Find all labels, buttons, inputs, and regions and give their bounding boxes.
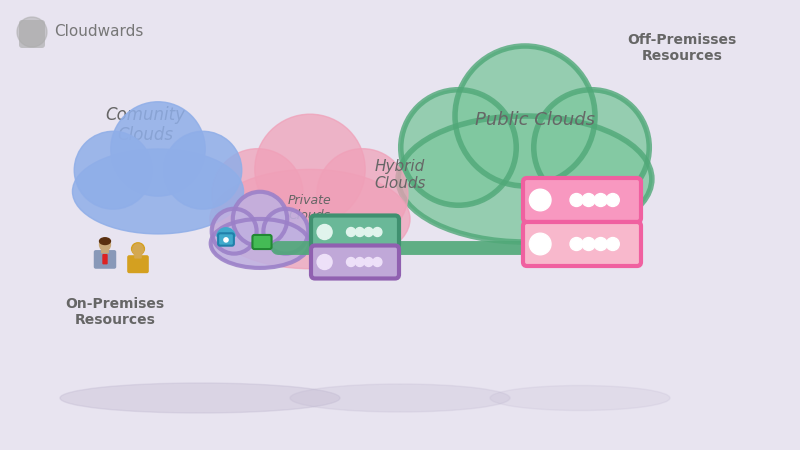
Text: Private
Clouds: Private Clouds	[288, 194, 332, 222]
FancyBboxPatch shape	[101, 248, 109, 253]
Ellipse shape	[490, 386, 670, 410]
Text: On-Premises
Resources: On-Premises Resources	[66, 297, 165, 327]
Circle shape	[254, 114, 365, 225]
Circle shape	[164, 131, 242, 209]
Ellipse shape	[131, 243, 145, 255]
Text: Hybrid
Clouds: Hybrid Clouds	[374, 159, 426, 191]
Circle shape	[317, 148, 408, 240]
Circle shape	[534, 90, 650, 205]
Ellipse shape	[210, 169, 410, 269]
Circle shape	[606, 238, 619, 251]
Circle shape	[373, 257, 382, 266]
Circle shape	[346, 257, 355, 266]
Circle shape	[606, 194, 619, 207]
FancyBboxPatch shape	[253, 235, 271, 249]
Circle shape	[582, 194, 595, 207]
Ellipse shape	[290, 384, 510, 412]
FancyBboxPatch shape	[19, 20, 45, 48]
FancyBboxPatch shape	[523, 178, 641, 222]
FancyBboxPatch shape	[94, 250, 116, 269]
Ellipse shape	[398, 116, 652, 242]
Circle shape	[263, 209, 308, 254]
Circle shape	[212, 209, 257, 254]
Circle shape	[317, 225, 332, 239]
FancyBboxPatch shape	[102, 254, 108, 265]
Circle shape	[582, 238, 595, 251]
Circle shape	[570, 238, 583, 251]
FancyBboxPatch shape	[523, 222, 641, 266]
Circle shape	[570, 194, 583, 207]
Circle shape	[110, 102, 205, 196]
Circle shape	[355, 228, 364, 237]
FancyBboxPatch shape	[127, 255, 149, 273]
FancyBboxPatch shape	[311, 246, 399, 279]
Circle shape	[74, 131, 152, 209]
Circle shape	[594, 194, 607, 207]
Text: Comunity
Clouds: Comunity Clouds	[105, 106, 185, 144]
FancyBboxPatch shape	[218, 233, 234, 246]
Ellipse shape	[73, 149, 243, 234]
FancyBboxPatch shape	[134, 252, 142, 259]
Ellipse shape	[99, 238, 110, 251]
Circle shape	[355, 257, 364, 266]
Ellipse shape	[133, 244, 143, 256]
Circle shape	[455, 46, 595, 186]
Circle shape	[364, 257, 373, 266]
Text: Cloudwards: Cloudwards	[54, 24, 143, 40]
FancyBboxPatch shape	[311, 216, 399, 248]
Circle shape	[224, 238, 228, 242]
Circle shape	[212, 148, 303, 240]
Text: Off-Premisses
Resources: Off-Premisses Resources	[627, 33, 737, 63]
Text: Public Clouds: Public Clouds	[475, 111, 595, 129]
Ellipse shape	[60, 383, 340, 413]
Circle shape	[317, 255, 332, 270]
Circle shape	[401, 90, 516, 205]
Circle shape	[233, 192, 287, 246]
Ellipse shape	[99, 238, 110, 244]
Circle shape	[594, 238, 607, 251]
Circle shape	[373, 228, 382, 237]
Circle shape	[346, 228, 355, 237]
Ellipse shape	[210, 219, 310, 268]
Circle shape	[17, 17, 47, 47]
Circle shape	[530, 233, 551, 255]
Circle shape	[530, 189, 551, 211]
Circle shape	[364, 228, 373, 237]
